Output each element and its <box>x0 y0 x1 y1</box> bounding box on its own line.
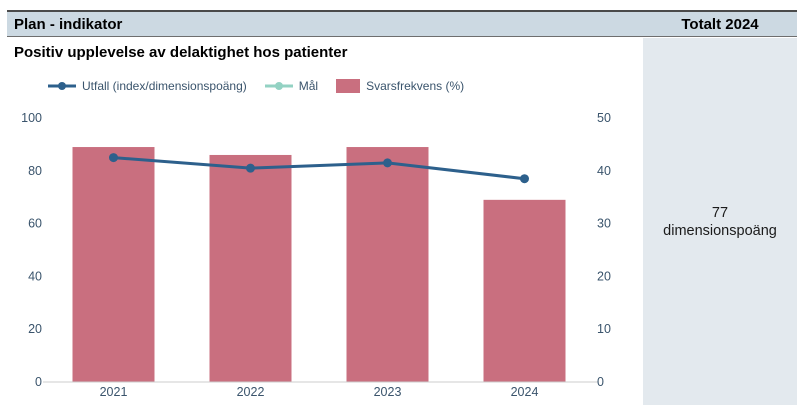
data-point-2024[interactable] <box>520 174 529 184</box>
left-axis-tick: 0 <box>35 375 42 389</box>
summary-panel: 77 dimensionspoäng <box>643 38 797 405</box>
legend-item-utfall[interactable]: Utfall (index/dimensionspoäng) <box>48 79 247 93</box>
line-dot-marker-icon <box>264 82 293 90</box>
right-axis-tick: 50 <box>597 111 611 125</box>
line-dot-marker-icon <box>48 82 76 90</box>
bar-2021[interactable] <box>72 147 155 382</box>
summary-value: 77 <box>711 204 729 221</box>
left-axis-tick: 20 <box>28 322 42 336</box>
legend-label: Mål <box>298 79 319 93</box>
bar-2024[interactable] <box>483 199 566 382</box>
header-title: Plan - indikator <box>14 15 123 33</box>
legend-item-svarsfrekvens[interactable]: Svarsfrekvens (%) <box>336 79 464 93</box>
box-marker-icon <box>336 79 361 93</box>
chart-legend: Utfall (index/dimensionspoäng) Mål Svars… <box>48 79 464 93</box>
x-axis-label: 2021 <box>100 385 128 399</box>
right-axis-tick: 0 <box>597 375 604 389</box>
data-point-2021[interactable] <box>109 153 118 163</box>
summary-unit: dimensionspoäng <box>663 222 777 239</box>
x-axis-label: 2022 <box>237 385 265 399</box>
legend-label: Utfall (index/dimensionspoäng) <box>82 79 247 93</box>
right-axis-tick: 10 <box>597 322 611 336</box>
right-axis-tick: 30 <box>597 217 611 231</box>
bar-2022[interactable] <box>209 154 292 382</box>
left-axis-tick: 40 <box>28 269 42 283</box>
x-axis-label: 2023 <box>374 385 402 399</box>
combo-chart: 0 20 40 60 80 100 0 10 20 30 40 50 2021 2022 2023 2024 <box>21 111 611 399</box>
header-total-label: Totalt 2024 <box>681 15 759 33</box>
left-axis-tick: 100 <box>21 111 42 125</box>
left-axis-tick: 60 <box>28 217 42 231</box>
x-axis-label: 2024 <box>511 385 539 399</box>
legend-label: Svarsfrekvens (%) <box>366 79 465 93</box>
data-point-2023[interactable] <box>383 158 392 168</box>
header-bar: Plan - indikator Totalt 2024 <box>7 10 797 37</box>
right-axis-tick: 40 <box>597 164 611 178</box>
utfall-line <box>113 156 525 181</box>
legend-item-mal[interactable]: Mål <box>264 79 319 93</box>
chart-title: Positiv upplevelse av delaktighet hos pa… <box>14 44 348 61</box>
bar-2023[interactable] <box>346 147 429 382</box>
right-axis-tick: 20 <box>597 269 611 283</box>
data-point-2022[interactable] <box>246 163 255 173</box>
left-axis-tick: 80 <box>28 164 42 178</box>
